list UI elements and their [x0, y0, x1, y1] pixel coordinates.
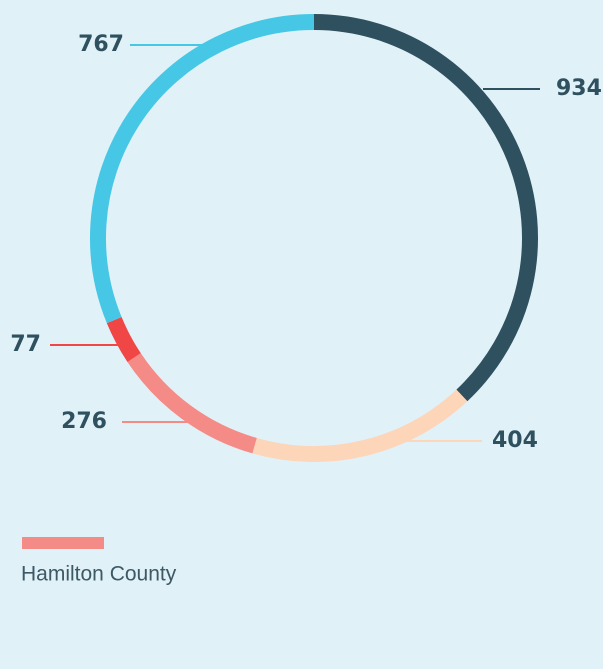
donut-segment	[252, 389, 468, 462]
donut-segment	[127, 353, 257, 454]
donut-segment	[90, 14, 315, 324]
value-label: 276	[61, 409, 107, 434]
donut-segment	[313, 14, 538, 402]
value-label: 767	[78, 32, 124, 57]
donut-segment	[106, 316, 141, 362]
value-label: 404	[492, 428, 538, 453]
value-label: 77	[10, 332, 41, 357]
legend-swatch	[22, 537, 104, 549]
legend-label: Hamilton County	[21, 563, 177, 586]
value-label: 934	[556, 76, 602, 101]
